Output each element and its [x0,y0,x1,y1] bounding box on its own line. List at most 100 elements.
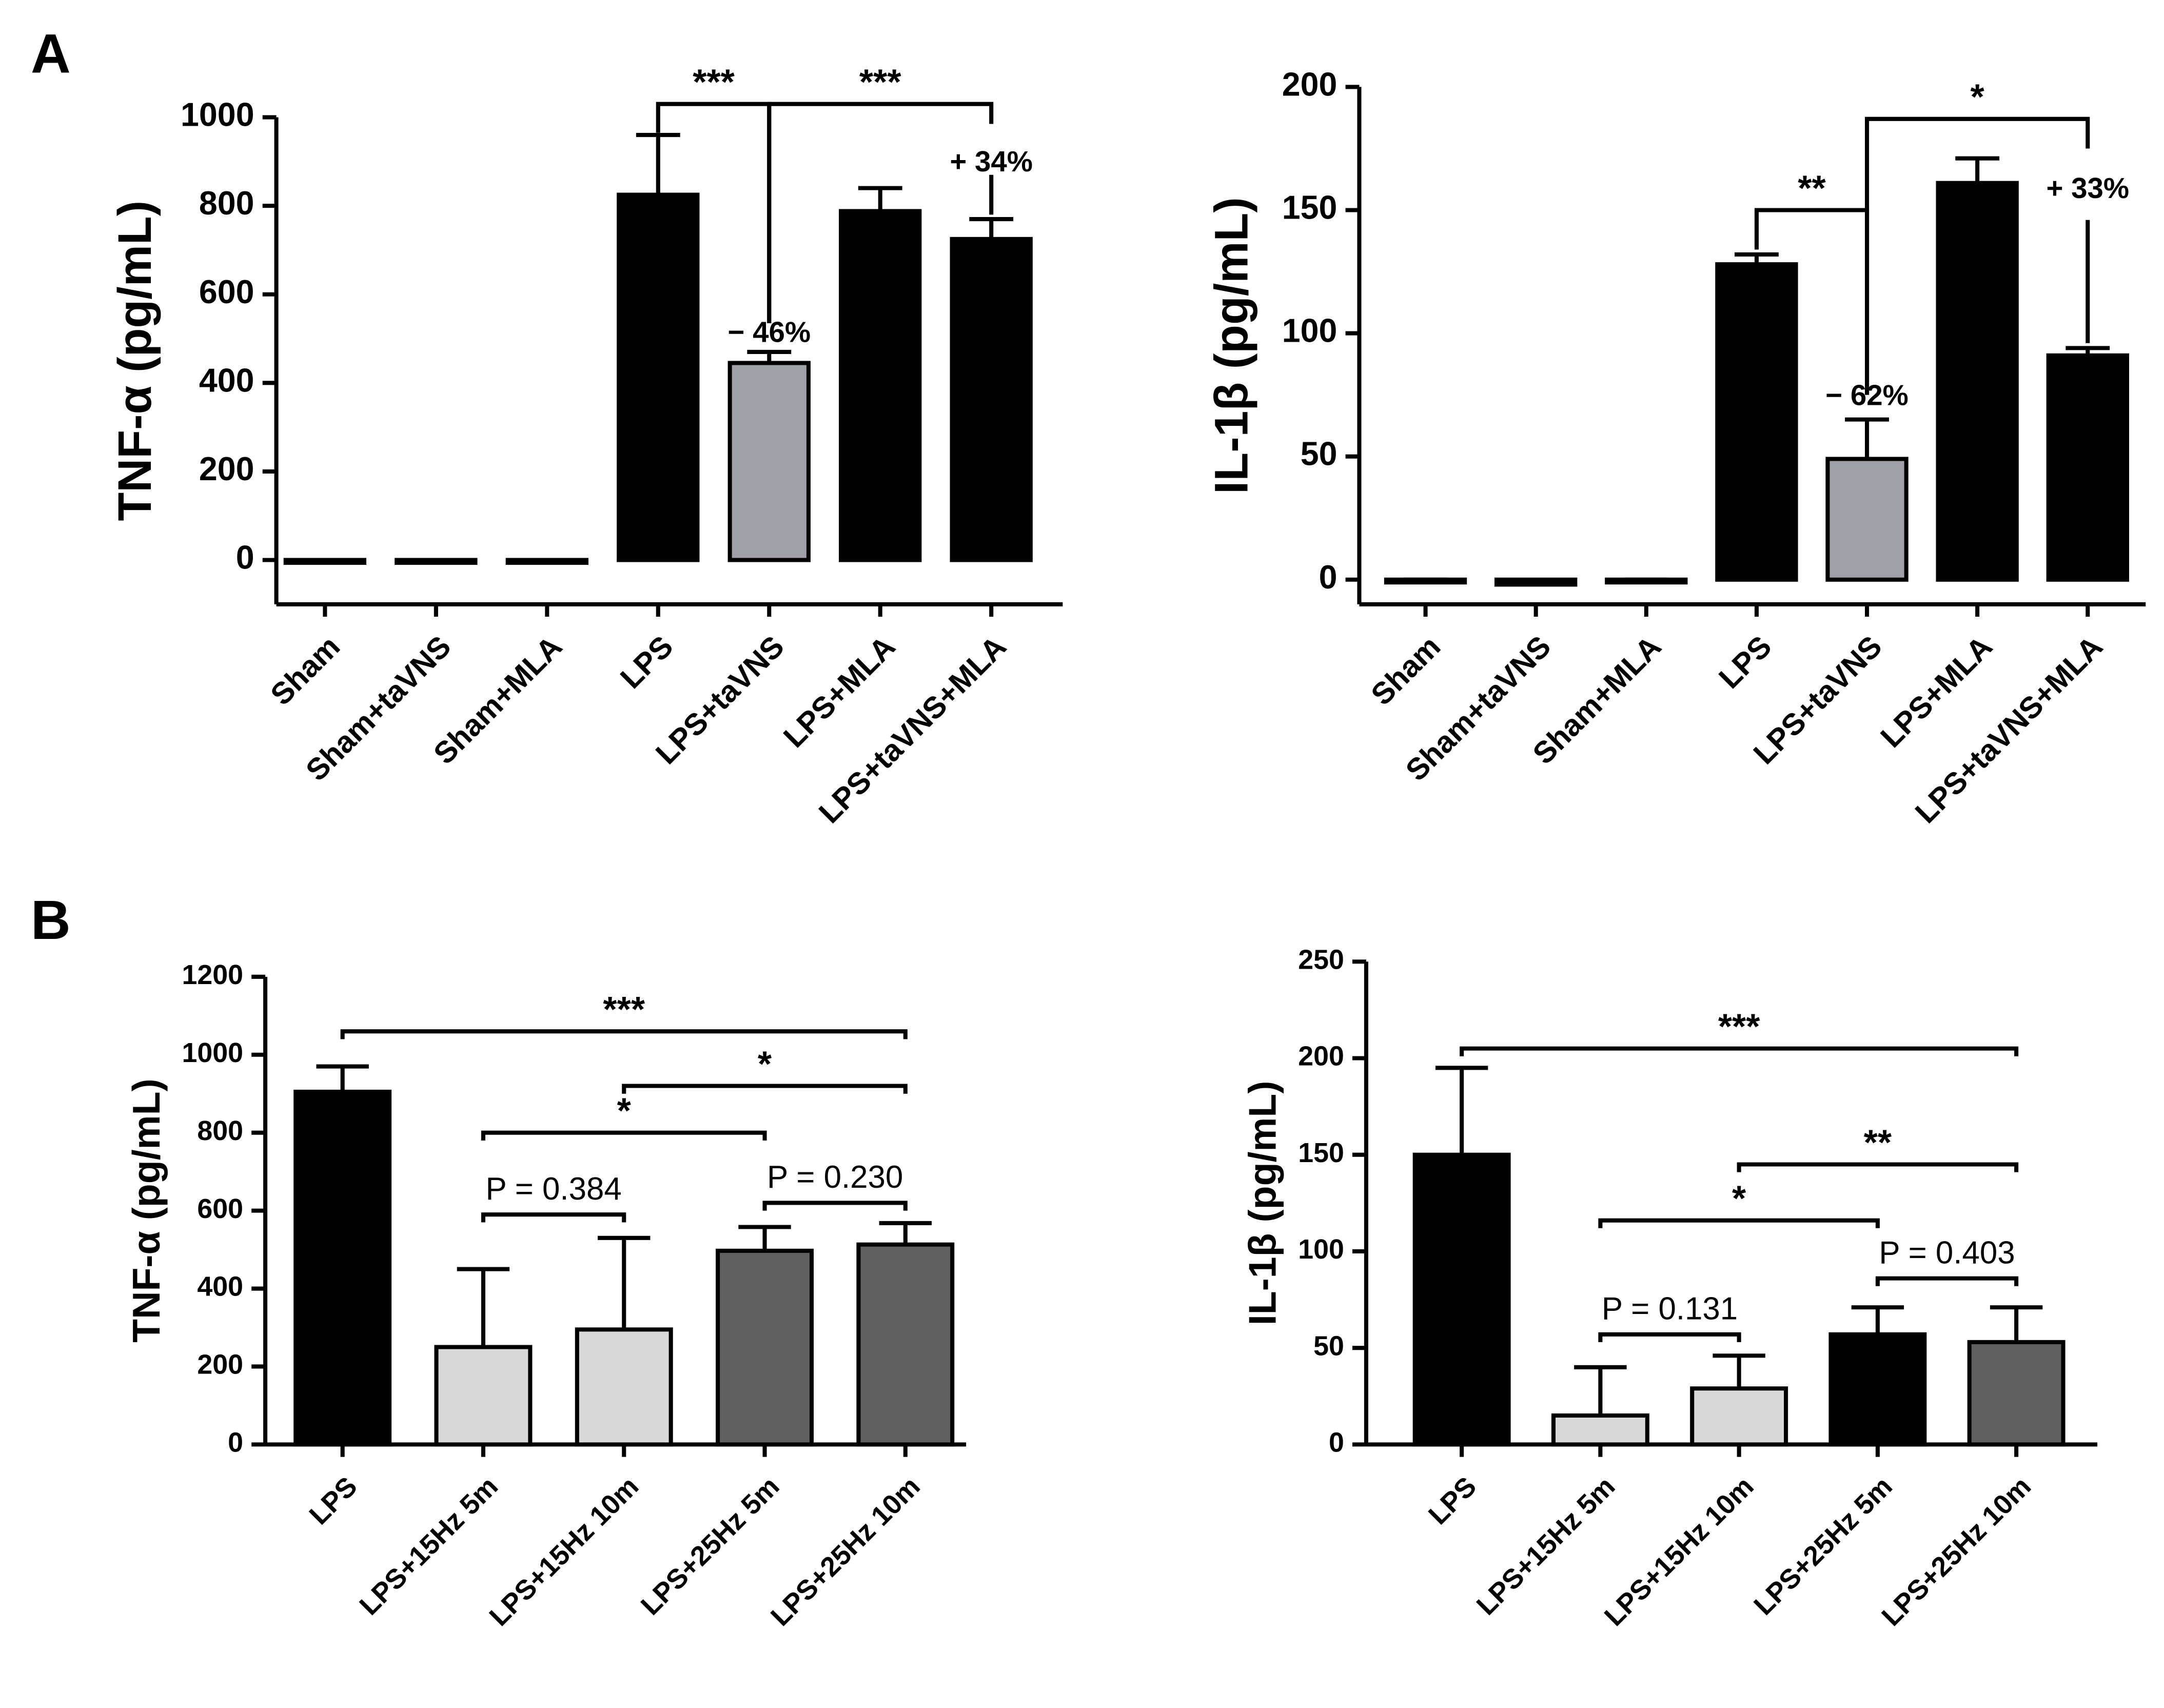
y-tick-label: 1000 [182,1037,243,1068]
y-tick-label: 1200 [182,959,243,990]
x-tick-label: LPS+15Hz 5m [1471,1471,1621,1621]
bar [1936,181,2019,582]
significance-label: * [758,1044,772,1084]
significance-bracket [767,102,994,323]
bar [575,1327,673,1447]
panel-label: A [31,23,71,84]
bar [1690,1386,1788,1447]
p-value-label: P = 0.403 [1879,1235,2015,1270]
significance-bracket [481,1130,767,1141]
y-tick-label: 600 [199,273,254,310]
significance-label: *** [603,989,645,1029]
percent-label: + 34% [950,145,1033,178]
bar [2046,353,2129,582]
y-tick-label: 200 [197,1349,243,1380]
significance-label: *** [693,62,735,102]
y-tick-label: 400 [197,1271,243,1302]
y-tick-label: 250 [1298,944,1344,975]
x-tick-label: LPS+15Hz 10m [1599,1471,1760,1632]
x-tick-label: LPS+taVNS+MLA [1909,629,2109,830]
significance-bracket [340,1029,908,1039]
bar [1605,577,1688,585]
y-tick-label: 800 [199,185,254,222]
y-tick-label: 150 [1298,1137,1344,1168]
bar [1825,457,1909,582]
bar [395,558,478,565]
bar [1967,1340,2065,1447]
bar [293,1089,392,1447]
bar [505,558,589,565]
significance-bracket [1737,1162,2019,1172]
x-tick-label: LPS+25Hz 5m [1748,1471,1898,1621]
significance-bracket [762,1201,908,1211]
x-tick-label: LPS+15Hz 5m [353,1471,504,1621]
y-tick-label: 200 [199,450,254,487]
significance-bracket [1875,1276,2019,1286]
y-tick-label: 0 [1329,1427,1344,1458]
x-tick-label: LPS+25Hz 5m [635,1471,785,1621]
y-tick-label: 800 [197,1115,243,1146]
percent-label: − 46% [727,316,811,348]
significance-bracket [1460,1046,2019,1056]
significance-bracket [1865,116,2090,395]
p-value-label: P = 0.131 [1602,1291,1738,1326]
bar [856,1242,955,1447]
significance-bracket [481,1212,626,1223]
y-tick-label: 1000 [181,96,254,133]
y-tick-label: 200 [1282,66,1337,103]
x-tick-label: LPS [1423,1471,1482,1530]
bar [617,192,700,562]
y-axis-label: IL-1β (pg/mL) [1206,197,1258,494]
significance-bracket [1598,1218,1880,1228]
significance-bracket [1598,1332,1741,1342]
y-tick-label: 100 [1282,312,1337,349]
bar [434,1345,533,1447]
significance-bracket [622,1084,908,1094]
y-tick-label: 200 [1298,1041,1344,1072]
y-axis-label: TNF-α (pg/mL) [109,201,161,521]
bar [716,1248,814,1447]
y-tick-label: 400 [199,362,254,399]
significance-label: *** [1718,1006,1760,1046]
y-tick-label: 150 [1282,189,1337,226]
bar [1412,1152,1511,1447]
y-tick-label: 600 [197,1193,243,1224]
bar [1494,577,1578,587]
bar [1715,262,1798,582]
x-tick-label: LPS [1712,629,1778,695]
y-tick-label: 50 [1313,1330,1344,1361]
x-tick-label: LPS+taVNS+MLA [812,629,1013,830]
bar [1384,577,1467,585]
p-value-label: P = 0.230 [767,1160,903,1195]
y-tick-label: 0 [228,1427,243,1458]
y-tick-label: 0 [1319,559,1337,596]
x-tick-label: LPS+25Hz 10m [765,1471,926,1632]
x-tick-label: Sham [264,629,346,712]
x-tick-label: LPS [303,1471,363,1530]
significance-label: * [617,1091,632,1131]
significance-label: * [1732,1179,1746,1219]
x-tick-label: LPS+15Hz 10m [483,1471,644,1632]
x-tick-label: LPS+25Hz 10m [1876,1471,2037,1632]
bar [283,558,367,565]
bar [727,361,811,562]
significance-label: * [1971,77,1985,117]
percent-label: + 33% [2046,172,2129,204]
y-axis-label: TNF-α (pg/mL) [125,1078,168,1343]
bar [950,237,1033,562]
bar [1828,1332,1927,1447]
y-axis-label: IL-1β (pg/mL) [1241,1081,1284,1325]
panel-label: B [31,889,71,951]
bar [839,209,922,562]
y-tick-label: 100 [1298,1234,1344,1265]
p-value-label: P = 0.384 [485,1171,621,1207]
y-tick-label: 50 [1301,436,1337,473]
significance-label: ** [1864,1122,1892,1162]
bar [1551,1413,1649,1447]
significance-label: *** [859,62,901,102]
x-tick-label: LPS [614,629,680,695]
percent-label: − 62% [1825,379,1909,411]
x-tick-label: Sham [1364,629,1447,712]
